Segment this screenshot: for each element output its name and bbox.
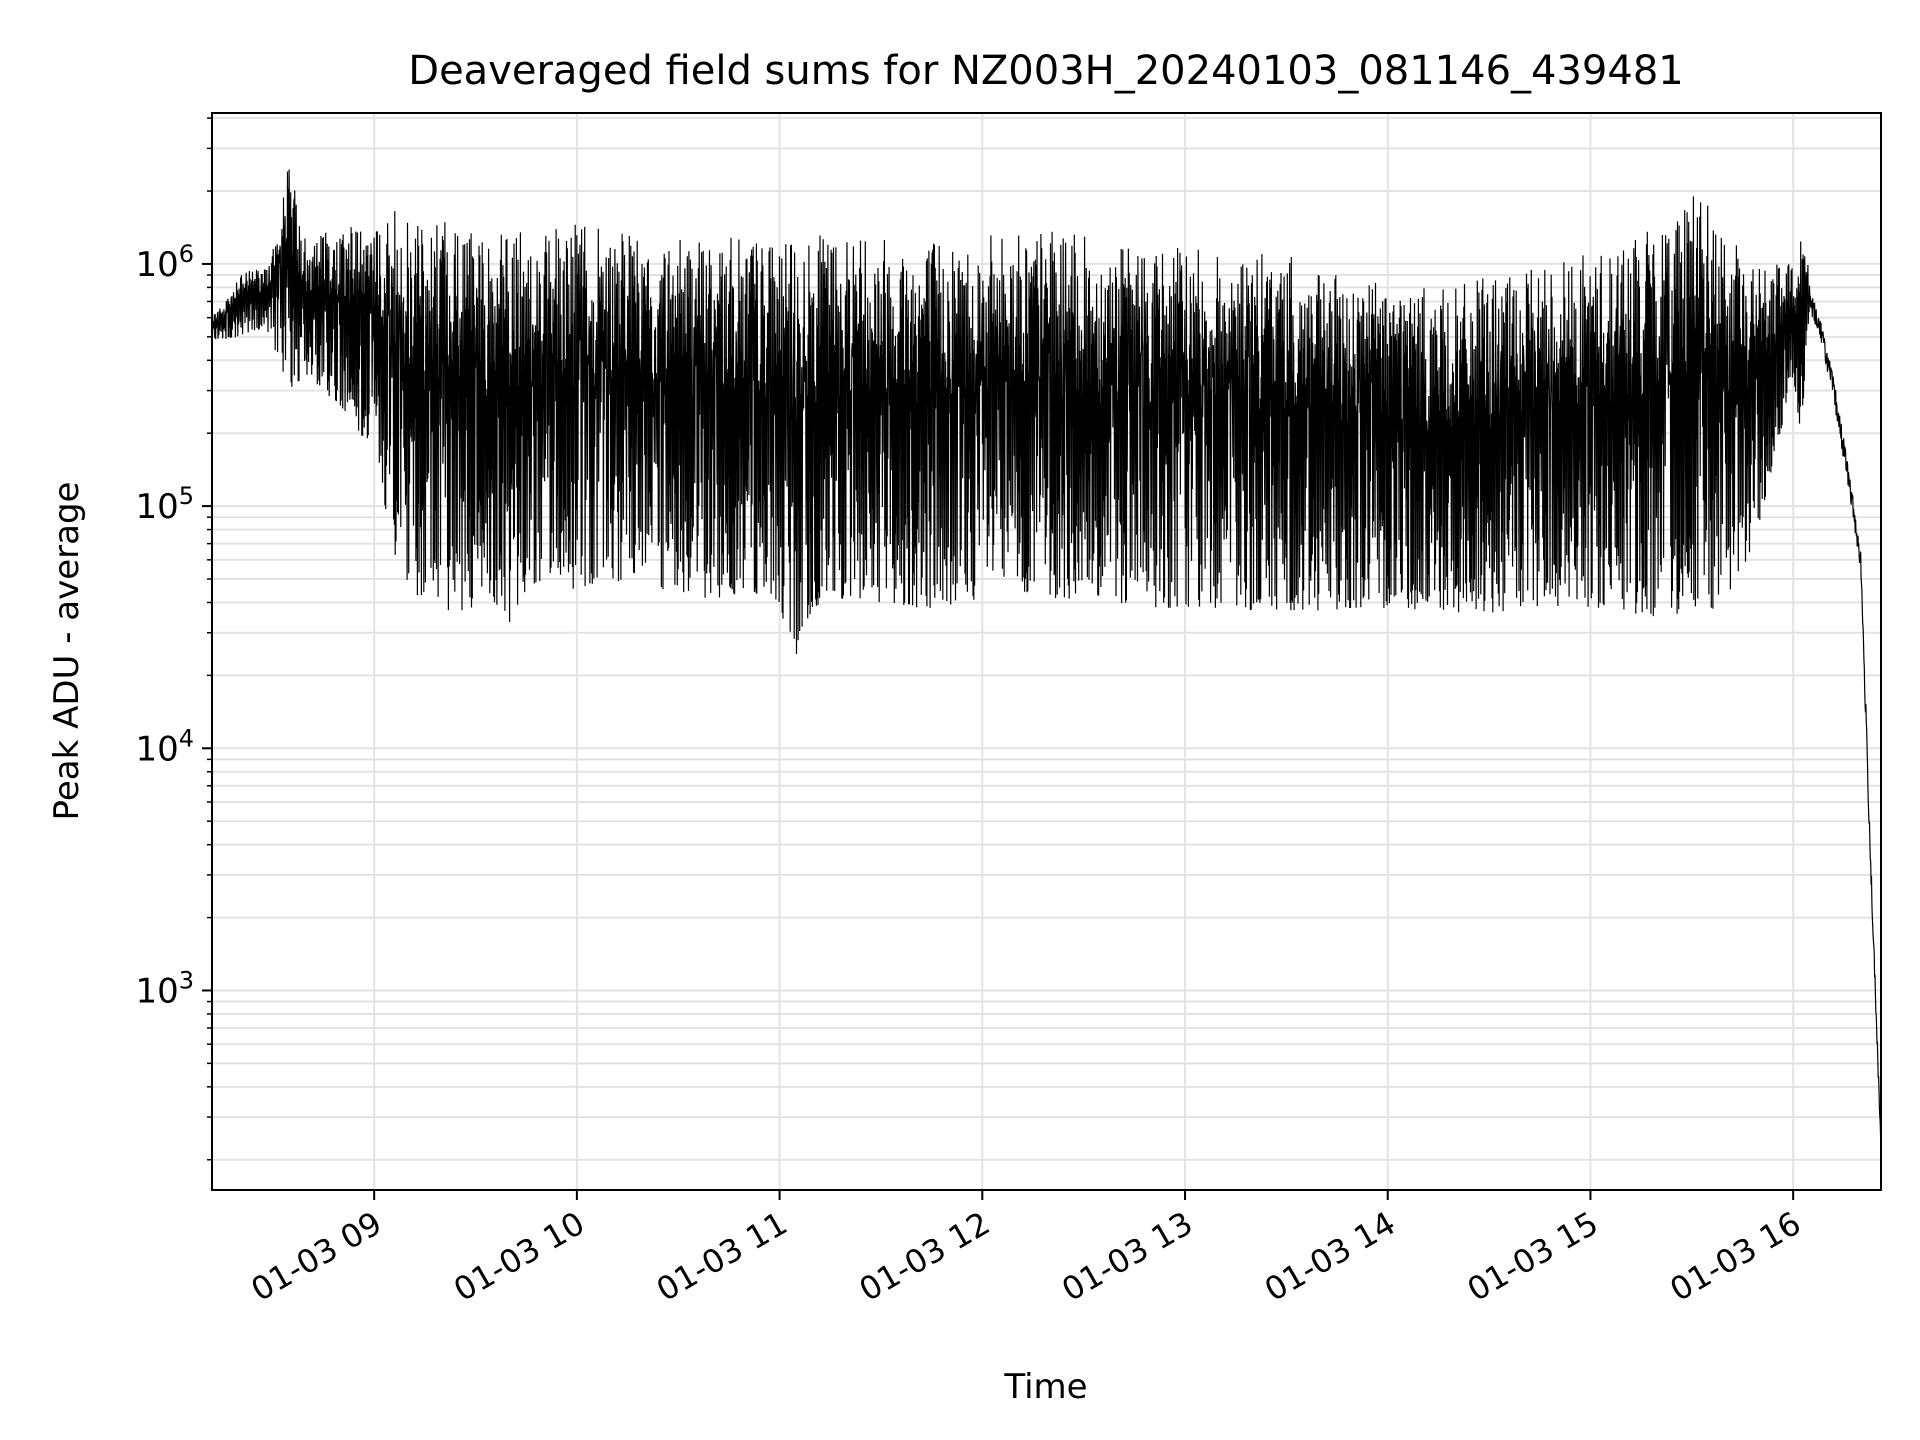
- y-tick-label: 105: [135, 482, 194, 527]
- x-tick-label: 01-03 14: [1258, 1204, 1402, 1309]
- y-axis: 103 104 105 106: [135, 117, 212, 1161]
- x-tick-label: 01-03 11: [650, 1204, 794, 1309]
- y-axis-label: Peak ADU - average: [47, 482, 87, 821]
- x-tick-label: 01-03 16: [1664, 1204, 1808, 1309]
- y-tick-label: 106: [135, 240, 194, 285]
- x-axis-label: Time: [1003, 1367, 1087, 1407]
- series-line: [212, 169, 1881, 1146]
- x-tick-label: 01-03 10: [447, 1204, 591, 1309]
- x-tick-label: 01-03 12: [853, 1204, 997, 1309]
- chart-title: Deaveraged field sums for NZ003H_2024010…: [408, 48, 1683, 94]
- plot-area: [212, 169, 1881, 1146]
- x-tick-label: 01-03 09: [245, 1204, 389, 1309]
- x-axis: 01-03 09 01-03 10 01-03 11 01-03 12 01-03 13…: [245, 1190, 1808, 1309]
- y-tick-label: 104: [135, 724, 194, 769]
- x-tick-label: 01-03 15: [1461, 1204, 1605, 1309]
- plot-frame: [211, 112, 1882, 1191]
- y-tick-label: 103: [135, 966, 194, 1011]
- x-tick-label: 01-03 13: [1055, 1204, 1199, 1309]
